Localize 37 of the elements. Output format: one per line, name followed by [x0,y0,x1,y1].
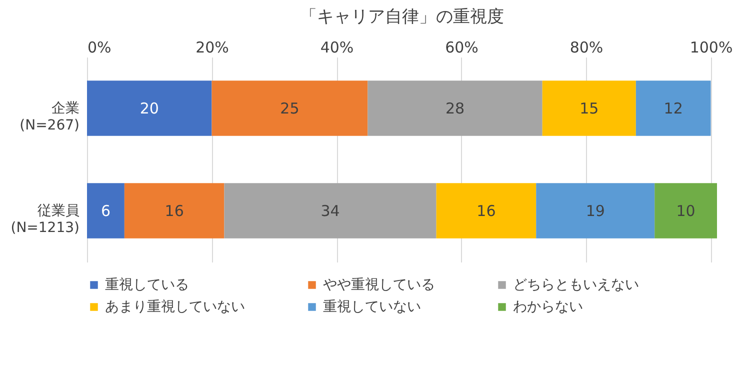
bar [124,183,224,238]
data-label: 19 [586,202,605,220]
bar [87,183,124,238]
legend-label: 重視している [105,277,189,293]
data-label: 25 [280,99,300,118]
legend-label: わからない [513,299,583,315]
legend-label: 重視していない [323,299,421,315]
data-label: 12 [664,99,683,118]
x-tick-label: 100% [690,38,733,56]
legend-label: やや重視している [323,277,435,293]
bar [212,80,368,136]
legend-label: どちらともいえない [513,277,639,293]
data-label: 16 [164,202,184,220]
x-tick-label: 60% [445,38,478,56]
data-label: 16 [476,202,496,220]
bar [368,80,542,136]
data-label: 15 [580,99,599,118]
x-tick-label: 20% [196,38,229,56]
bar [224,183,436,238]
x-tick-label: 0% [88,38,112,56]
legend-label: あまり重視していない [105,299,245,315]
y-tick-label: 企業 (N=267) [20,100,80,134]
data-label: 34 [320,202,340,220]
bar [536,183,655,238]
bar [87,80,212,136]
x-tick-label: 80% [570,38,604,56]
data-label: 10 [676,202,696,220]
chart-title: 「キャリア自律」の重視度 [300,7,504,27]
x-tick-label: 40% [320,38,354,56]
bar [654,183,717,238]
bar [542,80,636,136]
data-label: 20 [140,99,159,118]
bar [436,183,536,238]
y-tick-label: 従業員 (N=1213) [10,202,80,236]
bar [636,80,711,136]
data-label: 28 [445,99,465,118]
data-label: 6 [100,202,110,220]
